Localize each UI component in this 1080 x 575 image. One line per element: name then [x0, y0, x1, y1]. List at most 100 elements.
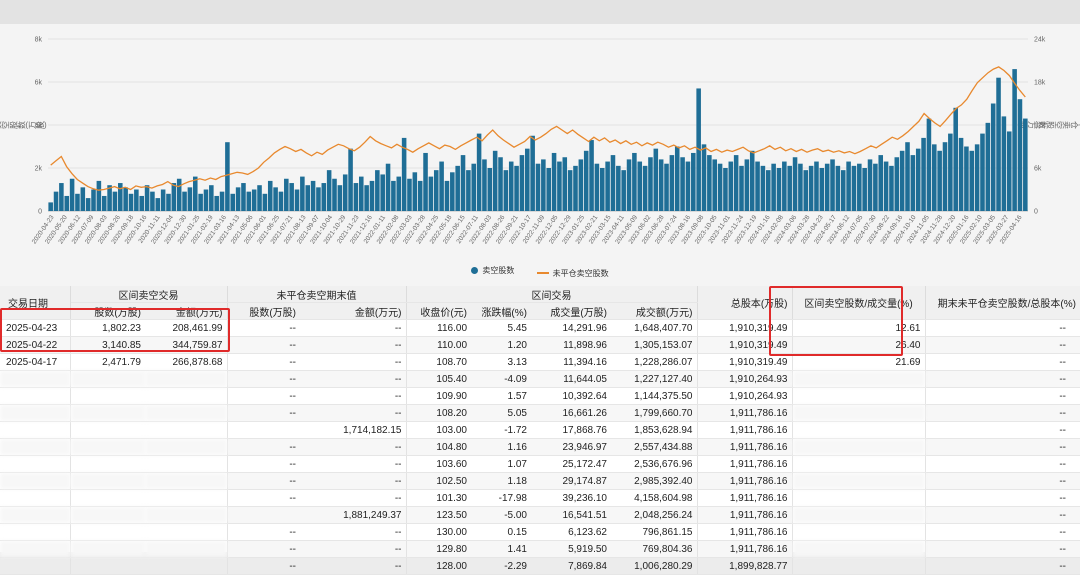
table-row[interactable]: -- -- 109.90 1.57 10,392.64 1,144,375.50 1,910… — [0, 387, 1080, 405]
bar — [910, 155, 916, 211]
bar — [101, 195, 107, 211]
cell-ratio-total: -- — [925, 506, 1080, 524]
cell-change: 1.57 — [471, 387, 531, 405]
table-row[interactable]: -- -- 129.80 1.41 5,919.50 769,804.36 1,911,78… — [0, 540, 1080, 558]
col-short-amount-header[interactable]: 金额(万元) — [145, 302, 228, 320]
bar — [803, 170, 809, 211]
cell-short-shares — [70, 506, 145, 524]
bar — [851, 165, 857, 211]
bar — [300, 176, 305, 211]
bar — [155, 198, 161, 211]
bar — [857, 163, 862, 211]
bar — [273, 187, 278, 211]
table-row[interactable]: 2025-04-23 1,802.23 208,461.99 -- -- 116.00 5.… — [0, 319, 1080, 337]
cell-ratio-total: -- — [925, 336, 1080, 354]
table-row[interactable]: 1,881,249.37 123.50 -5.00 16,541.51 2,048,25… — [0, 506, 1080, 524]
cell-short-amount — [145, 438, 228, 456]
legend-item-line[interactable]: 未平仓卖空股数 — [536, 268, 609, 279]
bar — [176, 178, 182, 211]
table-row[interactable]: 1,714,182.15 103.00 -1.72 17,868.76 1,853,62… — [0, 421, 1080, 439]
table-row[interactable]: 2025-04-22 3,140.85 344,759.87 -- -- 110.00 1.… — [0, 336, 1080, 354]
bar — [396, 176, 402, 211]
cell-volume: 39,236.10 — [531, 489, 611, 507]
bar — [894, 157, 900, 211]
bar — [953, 107, 958, 211]
cell-short-amount — [145, 523, 228, 541]
cell-change: -17.98 — [471, 489, 531, 507]
bar — [525, 148, 530, 211]
cell-volume: 6,123.62 — [531, 523, 611, 541]
y-right-tick-label: 6k — [1034, 166, 1042, 173]
top-bar — [0, 0, 1080, 24]
cell-open-amount: -- — [300, 336, 407, 354]
bar — [503, 170, 509, 211]
cell-short-amount — [145, 404, 228, 422]
bar — [385, 163, 391, 211]
cell-change: 5.05 — [471, 404, 531, 422]
col-change-header[interactable]: 涨跌幅(%) — [471, 302, 531, 320]
bar — [316, 187, 321, 211]
bar — [932, 144, 937, 211]
cell-date — [0, 557, 71, 575]
table-row[interactable]: -- -- 108.20 5.05 16,661.26 1,799,660.70 1,911… — [0, 404, 1080, 422]
bar — [139, 195, 144, 211]
cell-turnover: 2,557,434.88 — [611, 438, 698, 456]
bar — [257, 185, 262, 211]
col-total-shares-header[interactable]: 总股本(万股) — [697, 286, 793, 320]
cell-short-shares — [70, 370, 145, 388]
col-volume-header[interactable]: 成交量(万股) — [531, 302, 611, 320]
bar — [830, 159, 835, 211]
table-row[interactable]: -- -- 104.80 1.16 23,946.97 2,557,434.88 1,911… — [0, 438, 1080, 456]
bar — [423, 152, 428, 211]
cell-total: 1,911,786.16 — [697, 455, 793, 473]
col-short-shares-header[interactable]: 股数(万股) — [70, 302, 145, 320]
bar — [958, 137, 964, 211]
col-close-header[interactable]: 收盘价(元) — [406, 302, 471, 320]
legend-item-bar[interactable]: 卖空股数 — [471, 265, 514, 276]
cell-open-amount: 1,714,182.15 — [300, 421, 407, 439]
table-row[interactable]: -- -- 103.60 1.07 25,172.47 2,536,676.96 1,911… — [0, 455, 1080, 473]
bar — [990, 103, 996, 211]
bar — [530, 135, 535, 211]
chart-legend[interactable]: 卖空股数 未平仓卖空股数 — [0, 265, 1080, 279]
bar — [899, 150, 905, 211]
cell-date — [0, 455, 71, 473]
cell-open-shares: -- — [227, 336, 300, 354]
bar — [905, 142, 910, 211]
bar — [792, 157, 798, 211]
col-group-open-short: 未平仓卖空期末值 — [227, 286, 407, 303]
table-row[interactable]: -- -- 130.00 0.15 6,123.62 796,861.15 1,911,78… — [0, 523, 1080, 541]
bar — [342, 174, 348, 211]
col-ratio-volume-header[interactable]: 区间卖空股数/成交量(%) — [792, 286, 926, 320]
col-open-shares-header[interactable]: 股数(万股) — [227, 302, 300, 320]
table-row[interactable]: -- -- 101.30 -17.98 39,236.10 4,158,604.98 1,9… — [0, 489, 1080, 507]
cell-short-amount — [145, 387, 228, 405]
table-row[interactable]: 2025-04-17 2,471.79 266,878.68 -- -- 108.70 3.… — [0, 353, 1080, 371]
bar — [75, 193, 80, 211]
table-row[interactable]: -- -- 102.50 1.18 29,174.87 2,985,392.40 1,911… — [0, 472, 1080, 490]
cell-ratio-total: -- — [925, 319, 1080, 337]
bar — [417, 180, 423, 211]
cell-date — [0, 404, 71, 422]
col-date-header[interactable]: 交易日期 — [0, 286, 71, 320]
cell-close: 109.90 — [406, 387, 471, 405]
col-turnover-header[interactable]: 成交额(万元) — [611, 302, 698, 320]
cell-volume: 16,541.51 — [531, 506, 611, 524]
bar — [80, 187, 86, 211]
table-row[interactable]: -- -- 105.40 -4.09 11,644.05 1,227,127.40 1,91… — [0, 370, 1080, 388]
table-row[interactable]: -- -- 128.00 -2.29 7,869.84 1,006,280.29 1,899… — [0, 557, 1080, 575]
cell-total: 1,910,264.93 — [697, 387, 793, 405]
bar — [551, 152, 557, 211]
cell-short-amount — [145, 489, 228, 507]
bar — [889, 165, 894, 211]
col-open-amount-header[interactable]: 金额(万元) — [300, 302, 407, 320]
y-left-tick-label: 2k — [35, 166, 43, 173]
bar — [321, 183, 327, 211]
col-ratio-total-header[interactable]: 期末未平仓卖空股数/总股本(%) — [925, 286, 1080, 320]
bar — [921, 137, 926, 211]
cell-short-shares — [70, 387, 145, 405]
bar — [450, 172, 455, 211]
bar — [241, 183, 246, 211]
bar — [144, 185, 150, 211]
bar — [535, 163, 541, 211]
